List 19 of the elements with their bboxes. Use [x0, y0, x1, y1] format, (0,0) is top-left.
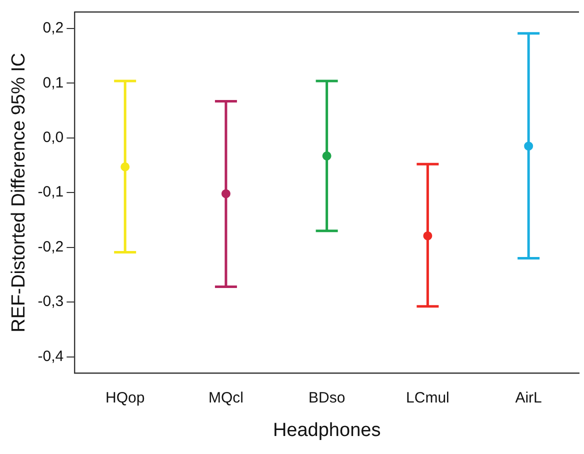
- x-axis-title: Headphones: [272, 420, 381, 441]
- y-tick-label: 0,0: [42, 129, 64, 146]
- y-tick-label: -0,3: [38, 293, 64, 310]
- point: [423, 231, 432, 240]
- x-tick-label: MQcl: [208, 389, 244, 406]
- y-tick-label: 0,2: [42, 20, 64, 37]
- point: [524, 142, 534, 151]
- y-tick-label: 0,1: [42, 74, 64, 92]
- y-axis-title: REF-Distorted Difference 95% IC: [8, 52, 30, 332]
- x-tick-label: BDso: [308, 389, 346, 406]
- point: [120, 162, 130, 172]
- y-tick-label: -0,1: [38, 184, 64, 201]
- point: [221, 189, 230, 198]
- x-tick-label: AirL: [515, 389, 542, 406]
- y-tick-label: -0,2: [38, 238, 64, 256]
- x-tick-label: HQop: [105, 389, 145, 406]
- point: [322, 151, 332, 160]
- y-tick-label: -0,4: [38, 348, 64, 365]
- x-tick-label: LCmul: [406, 389, 450, 406]
